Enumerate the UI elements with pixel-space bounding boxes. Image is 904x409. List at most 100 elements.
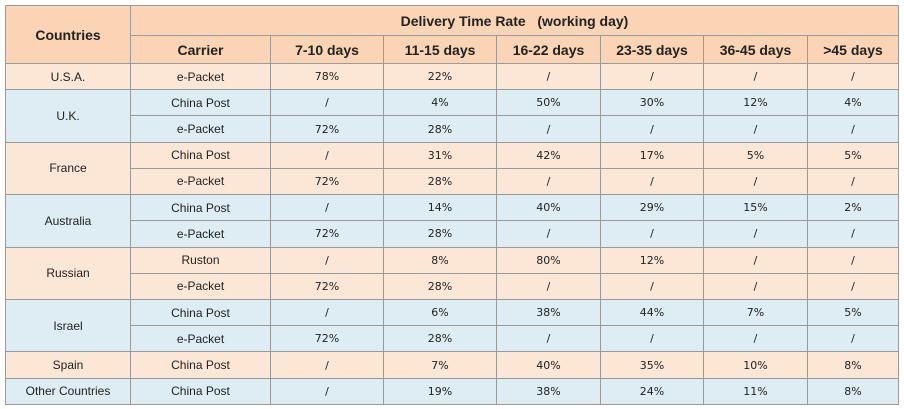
range-header: 36-45 days — [703, 35, 808, 64]
rate-cell: 10% — [703, 351, 808, 379]
table-row: U.S.A. e-Packet 78% 22% / / / / — [5, 62, 900, 91]
table-row: e-Packet 72% 28% / / / / — [5, 167, 900, 196]
rate-cell: / — [270, 89, 384, 117]
rate-cell: / — [703, 246, 808, 274]
rate-cell: / — [806, 115, 900, 143]
carrier-cell: China Post — [130, 351, 271, 379]
rate-cell: 38% — [496, 298, 601, 327]
rate-cell: 4% — [383, 89, 497, 117]
rate-cell: 42% — [496, 141, 601, 169]
table-row: Russian Ruston / 8% 80% 12% / / — [5, 246, 900, 300]
rate-cell: / — [496, 325, 601, 353]
rate-cell: 72% — [270, 167, 384, 196]
rate-cell: / — [600, 167, 704, 196]
rate-cell: 72% — [270, 220, 384, 248]
rate-cell: 5% — [703, 141, 808, 169]
rate-cell: 7% — [703, 298, 808, 327]
rate-cell: / — [270, 298, 384, 327]
rate-cell: 19% — [383, 377, 497, 406]
carrier-cell: e-Packet — [130, 272, 271, 300]
rate-cell: 29% — [600, 194, 704, 222]
rate-cell: / — [270, 141, 384, 169]
carrier-cell: Ruston — [130, 246, 271, 274]
rate-cell: 28% — [383, 325, 497, 353]
rate-cell: / — [703, 167, 808, 196]
rate-cell: / — [703, 62, 808, 91]
countries-header: Countries — [5, 5, 131, 64]
rate-cell: 2% — [806, 194, 900, 222]
rate-cell: / — [496, 167, 601, 196]
rate-cell: / — [496, 62, 601, 91]
rate-cell: 28% — [383, 220, 497, 248]
table-row: Spain China Post / 7% 40% 35% 10% 8% — [5, 351, 900, 379]
country-cell: Russian — [5, 246, 131, 300]
range-header: >45 days — [806, 35, 900, 64]
country-cell: France — [5, 141, 131, 196]
carrier-cell: e-Packet — [130, 220, 271, 248]
rate-cell: / — [806, 62, 900, 91]
rate-cell: / — [270, 377, 384, 406]
rate-cell: 8% — [806, 351, 900, 379]
range-header: 16-22 days — [496, 35, 601, 64]
rate-cell: 72% — [270, 115, 384, 143]
country-cell: Other Countries — [5, 377, 131, 406]
rate-cell: 7% — [383, 351, 497, 379]
rate-cell: / — [806, 272, 900, 300]
rate-cell: / — [600, 325, 704, 353]
rate-cell: / — [806, 325, 900, 353]
range-header: 23-35 days — [600, 35, 704, 64]
rate-cell: 12% — [703, 89, 808, 117]
carrier-cell: China Post — [130, 89, 271, 117]
carrier-cell: e-Packet — [130, 167, 271, 196]
rate-cell: 11% — [703, 377, 808, 406]
country-cell: Australia — [5, 194, 131, 248]
table-row: e-Packet 72% 28% / / / / — [5, 325, 900, 353]
carrier-cell: China Post — [130, 377, 271, 406]
carrier-cell: e-Packet — [130, 115, 271, 143]
table-row: e-Packet 72% 28% / / / / — [5, 272, 900, 300]
rate-cell: / — [600, 272, 704, 300]
table-title: Delivery Time Rate (working day) — [129, 5, 900, 36]
table-row: e-Packet 72% 28% / / / / — [5, 220, 900, 248]
rate-cell: / — [806, 220, 900, 248]
rate-cell: 40% — [496, 194, 601, 222]
rate-cell: 44% — [600, 298, 704, 327]
rate-cell: 38% — [496, 377, 601, 406]
carrier-cell: e-Packet — [130, 62, 271, 91]
range-header: 11-15 days — [383, 35, 497, 64]
carrier-cell: e-Packet — [130, 325, 271, 353]
country-cell: U.K. — [5, 89, 131, 143]
rate-cell: / — [496, 220, 601, 248]
rate-cell: 80% — [496, 246, 601, 274]
rate-cell: 28% — [383, 272, 497, 300]
country-cell: Spain — [5, 351, 131, 379]
carrier-cell: China Post — [130, 194, 271, 222]
rate-cell: 50% — [496, 89, 601, 117]
table-row: Australia China Post / 14% 40% 29% 15% 2… — [5, 194, 900, 248]
rate-cell: 72% — [270, 272, 384, 300]
table-row: e-Packet 72% 28% / / / / — [5, 115, 900, 143]
rate-cell: 40% — [496, 351, 601, 379]
table-row: U.K. China Post / 4% 50% 30% 12% 4% — [5, 89, 900, 143]
rate-cell: / — [703, 325, 808, 353]
country-cell: Israel — [5, 298, 131, 353]
rate-cell: 8% — [383, 246, 497, 274]
carrier-cell: China Post — [130, 298, 271, 327]
table-row: France China Post / 31% 42% 17% 5% 5% — [5, 141, 900, 196]
rate-cell: 5% — [806, 141, 900, 169]
rate-cell: 35% — [600, 351, 704, 379]
table-row: Israel China Post / 6% 38% 44% 7% 5% — [5, 298, 900, 353]
carrier-header: Carrier — [130, 35, 271, 64]
range-header: 7-10 days — [270, 35, 384, 64]
rate-cell: / — [703, 115, 808, 143]
rate-cell: 22% — [383, 62, 497, 91]
rate-cell: 6% — [383, 298, 497, 327]
rate-cell: 78% — [270, 62, 384, 91]
rate-cell: 4% — [806, 89, 900, 117]
rate-cell: 15% — [703, 194, 808, 222]
rate-cell: 17% — [600, 141, 704, 169]
rate-cell: 14% — [383, 194, 497, 222]
delivery-time-table: Countries Delivery Time Rate (working da… — [5, 5, 900, 406]
rate-cell: 72% — [270, 325, 384, 353]
rate-cell: 5% — [806, 298, 900, 327]
